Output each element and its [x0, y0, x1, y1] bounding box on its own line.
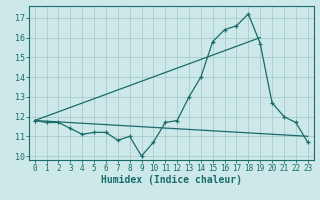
X-axis label: Humidex (Indice chaleur): Humidex (Indice chaleur): [101, 175, 242, 185]
